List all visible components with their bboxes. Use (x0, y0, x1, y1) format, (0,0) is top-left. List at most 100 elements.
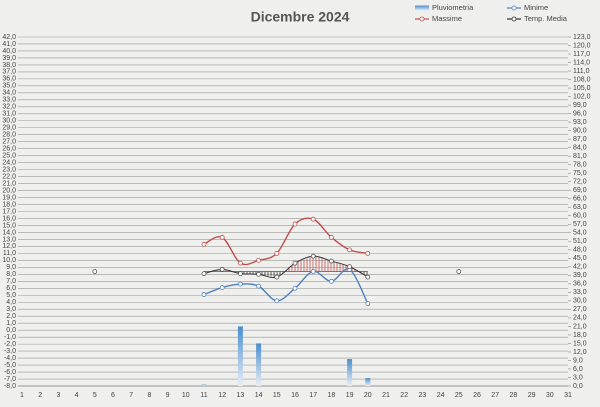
reference-marker (92, 269, 98, 274)
y-tick-label: 37,0 (2, 69, 16, 76)
y2-tick-label: 24,0 (573, 315, 587, 322)
y-tick-label: -5,0 (4, 362, 16, 369)
y-tick-label: -8,0 (4, 383, 16, 390)
y-tick-label: -1,0 (4, 334, 16, 341)
legend-label: Temp. Media (524, 14, 568, 23)
x-tick-label: 23 (419, 392, 427, 399)
y-tick-label: 22,0 (2, 173, 16, 180)
series-marker (201, 271, 207, 277)
series-marker (328, 258, 334, 264)
x-tick-label: 8 (147, 392, 151, 399)
y2-tick-label: 30,0 (573, 298, 587, 305)
y2-tick-label: 105,0 (573, 85, 591, 92)
legend: Pluviometria Minime Massime Temp. Media (415, 3, 568, 23)
legend-label: Massime (432, 14, 462, 23)
y2-tick-label: 66,0 (573, 196, 587, 203)
y2-tick-label: 6,0 (573, 366, 583, 373)
y2-tick-label: 75,0 (573, 170, 587, 177)
y-tick-label: 32,0 (2, 104, 16, 111)
y2-tick-label: 117,0 (573, 51, 590, 58)
legend-marker (511, 5, 517, 11)
y-tick-label: 10,0 (2, 257, 16, 264)
y2-tick-label: 69,0 (573, 187, 587, 194)
y-tick-label: -4,0 (4, 355, 16, 362)
x-tick-label: 6 (111, 392, 115, 399)
y2-tick-label: 81,0 (573, 153, 587, 160)
series-marker (365, 274, 371, 280)
legend-marker (511, 16, 517, 22)
y-tick-label: 1,0 (6, 320, 16, 327)
y-tick-label: -2,0 (4, 341, 16, 348)
legend-marker (419, 16, 425, 22)
y2-tick-label: 42,0 (573, 264, 587, 271)
deviation-hatch (258, 271, 277, 278)
y-tick-label: 6,0 (6, 285, 16, 292)
series-marker (256, 257, 262, 263)
y2-tick-label: 3,0 (573, 374, 583, 381)
y2-tick-label: 51,0 (573, 238, 587, 245)
y-tick-label: -7,0 (4, 376, 16, 383)
series-marker (328, 234, 334, 240)
x-tick-label: 5 (93, 392, 97, 399)
deviation-hatch (295, 256, 314, 272)
y2-tick-label: 57,0 (573, 221, 587, 228)
y2-tick-label: 90,0 (573, 127, 587, 134)
y-tick-label: 7,0 (6, 278, 16, 285)
series-line (203, 268, 369, 304)
x-tick-label: 7 (129, 392, 133, 399)
series-marker (310, 253, 316, 259)
series-marker (292, 221, 298, 227)
y-tick-label: 8,0 (6, 271, 16, 278)
x-tick-label: 25 (455, 392, 463, 399)
series-marker (256, 283, 262, 289)
x-tick-label: 21 (382, 392, 390, 399)
x-tick-label: 24 (437, 392, 445, 399)
y-tick-label: 3,0 (6, 306, 16, 313)
y2-tick-label: 36,0 (573, 281, 587, 288)
y-tick-label: 30,0 (2, 118, 16, 125)
x-tick-label: 19 (346, 392, 354, 399)
x-tick-label: 10 (182, 392, 190, 399)
rain-bar (237, 326, 243, 386)
y-tick-label: 19,0 (2, 194, 16, 201)
y2-tick-label: 102,0 (573, 93, 591, 100)
y-tick-label: 17,0 (2, 208, 16, 215)
x-tick-label: 27 (491, 392, 499, 399)
series-marker (274, 298, 280, 304)
legend-label: Minime (524, 3, 548, 12)
deviation-hatch (276, 271, 285, 278)
y-tick-label: 21,0 (2, 180, 16, 187)
y-tick-label: 24,0 (2, 159, 16, 166)
y2-tick-label: 48,0 (573, 247, 587, 254)
y2-tick-label: 33,0 (573, 289, 587, 296)
series-line (203, 217, 368, 266)
series-marker (347, 264, 353, 270)
chart-title: Dicembre 2024 (251, 9, 350, 25)
series-line (203, 255, 369, 279)
x-tick-label: 17 (309, 392, 317, 399)
x-tick-label: 11 (200, 392, 207, 399)
y2-tick-label: 63,0 (573, 204, 587, 211)
y-tick-label: 5,0 (6, 292, 16, 299)
rain-bar (201, 384, 207, 386)
deviation-hatch (331, 261, 350, 272)
deviation-hatch (213, 269, 223, 272)
x-tick-label: 14 (255, 392, 263, 399)
y2-tick-label: 39,0 (573, 272, 587, 279)
x-tick-label: 31 (564, 392, 572, 399)
y2-tick-label: 93,0 (573, 119, 587, 126)
reference-marker (456, 269, 462, 274)
y2-tick-label: 114,0 (573, 59, 590, 66)
y-tick-label: 38,0 (2, 62, 16, 69)
y2-tick-label: 45,0 (573, 255, 587, 262)
series-marker (310, 216, 316, 222)
x-tick-label: 2 (38, 392, 42, 399)
x-tick-label: 15 (273, 392, 281, 399)
y2-tick-label: 27,0 (573, 306, 587, 313)
y-tick-label: 29,0 (2, 125, 16, 132)
series-marker (365, 301, 371, 307)
y-tick-label: 15,0 (2, 222, 16, 229)
x-tick-label: 3 (56, 392, 60, 399)
y2-tick-label: 120,0 (573, 42, 591, 49)
y2-tick-label: 99,0 (573, 102, 587, 109)
